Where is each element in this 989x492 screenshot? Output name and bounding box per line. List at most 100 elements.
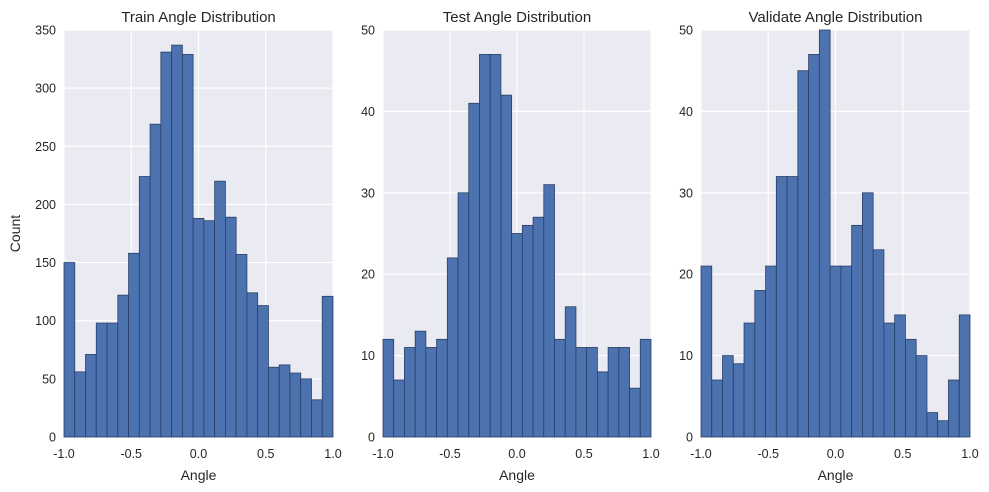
test-bar xyxy=(457,192,470,438)
test-bar xyxy=(489,54,502,438)
validate-x-axis-label: Angle xyxy=(818,467,854,483)
validate-bar xyxy=(818,29,831,438)
test-x-axis-label: Angle xyxy=(499,467,535,483)
test-bar xyxy=(586,347,598,438)
train-bar xyxy=(300,378,312,438)
train-bar xyxy=(214,180,226,438)
test-y-tick-label: 30 xyxy=(361,186,375,200)
test-y-tick-label: 20 xyxy=(361,268,375,282)
test-bar xyxy=(575,347,588,438)
train-bar xyxy=(192,217,205,438)
train-bar xyxy=(289,372,302,438)
validate-bar xyxy=(754,290,766,438)
validate-bar xyxy=(765,265,777,438)
validate-bar xyxy=(775,176,788,438)
validate-bar xyxy=(786,176,799,438)
validate-bar xyxy=(700,265,713,438)
train-chart-title: Train Angle Distribution xyxy=(121,9,276,26)
validate-bar xyxy=(915,355,928,438)
train-bar xyxy=(117,294,129,438)
validate-y-tick-label: 40 xyxy=(679,105,693,119)
train-bar xyxy=(246,292,259,438)
train-x-tick-label: 0.5 xyxy=(257,447,274,461)
validate-x-tick-label: 0.5 xyxy=(894,447,911,461)
test-panel: -1.0 -0.5 0.0 0.5 1.0 0 10 20 30 40 50 Test Angle D… xyxy=(361,9,660,483)
train-bar xyxy=(224,216,237,438)
validate-bar xyxy=(829,265,842,438)
train-y-tick-label: 200 xyxy=(35,198,56,212)
validate-bar xyxy=(808,54,820,438)
validate-y-tick-label: 20 xyxy=(679,268,693,282)
validate-y-tick-label: 0 xyxy=(686,431,693,445)
train-y-tick-label: 0 xyxy=(49,431,56,445)
test-bar xyxy=(564,306,577,438)
validate-bar xyxy=(894,314,906,438)
test-bar xyxy=(629,387,641,438)
test-x-tick-label: 0.5 xyxy=(575,447,592,461)
validate-chart-title: Validate Angle Distribution xyxy=(749,9,923,26)
train-bar xyxy=(181,54,194,438)
train-bar xyxy=(138,176,151,438)
train-bar xyxy=(171,44,183,438)
train-y-tick-label: 250 xyxy=(35,140,56,154)
validate-bar xyxy=(722,355,734,438)
validate-bar xyxy=(937,420,949,438)
test-y-tick-label: 10 xyxy=(361,349,375,363)
test-x-tick-label: -1.0 xyxy=(372,447,394,461)
train-bar xyxy=(74,371,86,438)
test-bar xyxy=(521,224,534,438)
test-chart-title: Test Angle Distribution xyxy=(443,9,591,26)
test-bar xyxy=(393,379,405,438)
train-y-tick-label: 50 xyxy=(42,372,56,386)
validate-bar xyxy=(732,363,745,438)
train-bar xyxy=(95,322,108,438)
test-bar xyxy=(382,338,395,438)
train-x-tick-label: 0.0 xyxy=(190,447,207,461)
test-bar xyxy=(532,216,545,438)
test-bar xyxy=(511,233,523,438)
test-x-tick-label: 0.0 xyxy=(508,447,525,461)
test-bar xyxy=(404,347,416,438)
train-x-tick-label: -1.0 xyxy=(53,447,75,461)
validate-y-tick-label: 30 xyxy=(679,186,693,200)
train-bar xyxy=(235,254,248,438)
train-bar xyxy=(278,364,291,438)
train-bar xyxy=(321,295,334,438)
train-x-axis-label: Angle xyxy=(181,467,217,483)
validate-bar xyxy=(851,224,863,438)
validate-bar xyxy=(711,379,723,438)
histogram-panels: -1.0 -0.5 0.0 0.5 1.0050100150200250300350Tr… xyxy=(7,9,979,483)
validate-bar xyxy=(743,322,756,438)
train-x-tick-label: 1.0 xyxy=(324,447,341,461)
test-bar xyxy=(597,371,609,438)
test-x-tick-label: -0.5 xyxy=(439,447,461,461)
train-bar xyxy=(149,123,162,438)
test-bar xyxy=(543,184,555,438)
test-bar xyxy=(554,338,566,438)
train-bar xyxy=(257,305,269,438)
validate-bar xyxy=(862,192,874,438)
test-bar xyxy=(436,338,448,438)
validate-bar xyxy=(905,338,917,438)
test-y-tick-label: 50 xyxy=(361,24,375,38)
train-bar xyxy=(128,252,140,438)
validate-x-tick-label: -1.0 xyxy=(690,447,712,461)
validate-x-tick-label: 0.0 xyxy=(827,447,844,461)
train-y-axis-label: Count xyxy=(7,215,23,252)
validate-bar xyxy=(883,322,896,438)
test-bar xyxy=(618,347,630,438)
test-bar xyxy=(425,347,438,438)
train-y-tick-label: 100 xyxy=(35,314,56,328)
test-y-tick-label: 0 xyxy=(368,431,375,445)
validate-bar xyxy=(797,70,810,438)
test-bar xyxy=(639,338,652,438)
validate-y-tick-label: 50 xyxy=(679,24,693,38)
validate-bar xyxy=(872,249,885,438)
test-bar xyxy=(414,330,427,438)
test-x-tick-label: 1.0 xyxy=(642,447,659,461)
validate-bar xyxy=(840,265,853,438)
train-y-tick-label: 300 xyxy=(35,82,56,96)
validate-bar xyxy=(926,412,939,438)
test-y-tick-label: 40 xyxy=(361,105,375,119)
